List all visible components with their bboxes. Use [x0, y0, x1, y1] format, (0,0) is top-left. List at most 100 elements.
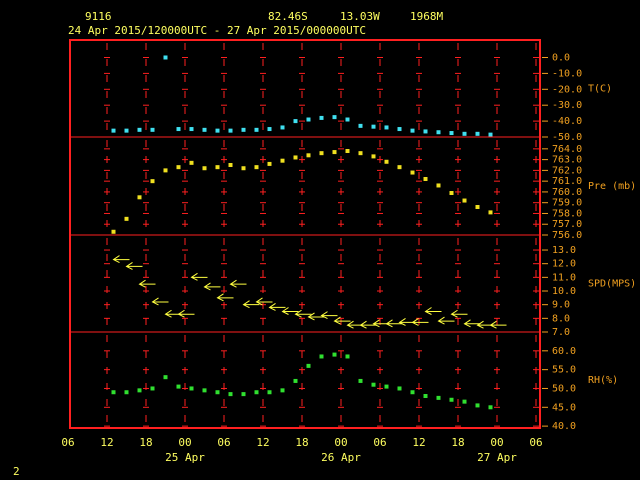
- wind-arrow: [190, 272, 208, 281]
- data-point: [345, 149, 350, 153]
- x-tick-label: 06: [373, 436, 386, 449]
- data-point: [267, 127, 272, 132]
- data-point: [124, 390, 129, 395]
- wind-arrow: [463, 319, 481, 328]
- data-point: [202, 166, 207, 171]
- data-point: [371, 382, 376, 387]
- x-tick-label: 12: [412, 436, 425, 449]
- data-point: [397, 127, 402, 132]
- data-point: [319, 354, 324, 359]
- data-point: [176, 127, 181, 132]
- x-tick-label: 06: [217, 436, 230, 449]
- data-point: [111, 390, 116, 395]
- y-tick-label: 40.0: [552, 421, 576, 432]
- wind-arrow: [424, 307, 442, 315]
- data-point: [215, 128, 220, 133]
- wind-arrow: [281, 307, 299, 315]
- wind-arrow: [242, 300, 260, 309]
- y-tick-label: 8.0: [552, 313, 570, 324]
- y-tick-label: 758.0: [552, 208, 582, 219]
- data-point: [410, 390, 415, 395]
- day-label: 26 Apr: [321, 451, 361, 464]
- data-point: [345, 117, 350, 122]
- data-point: [267, 161, 272, 166]
- data-point: [189, 386, 194, 391]
- y-tick-label: 760.0: [552, 187, 582, 198]
- data-point: [475, 205, 480, 209]
- wind-arrow: [320, 311, 338, 320]
- data-point: [423, 177, 428, 181]
- data-point: [488, 210, 493, 215]
- elevation: 1968M: [410, 10, 443, 23]
- period: 24 Apr 2015/120000UTC - 27 Apr 2015/0000…: [68, 24, 366, 37]
- y-tick-label: 761.0: [552, 176, 582, 187]
- data-point: [111, 229, 116, 234]
- wind-arrow: [216, 293, 234, 302]
- data-point: [150, 127, 155, 132]
- y-tick-label: 12.0: [552, 259, 576, 270]
- data-point: [345, 354, 350, 359]
- data-point: [176, 384, 181, 389]
- data-point: [423, 129, 428, 134]
- day-label: 27 Apr: [477, 451, 517, 464]
- data-point: [163, 375, 168, 380]
- data-point: [150, 179, 155, 184]
- wind-arrow: [333, 316, 351, 325]
- data-point: [163, 168, 168, 173]
- y-tick-label: -10.0: [552, 68, 582, 79]
- data-point: [111, 128, 116, 133]
- data-point: [215, 390, 220, 395]
- y-tick-label: -30.0: [552, 100, 582, 111]
- data-point: [254, 390, 259, 395]
- data-point: [189, 127, 194, 132]
- data-point: [436, 395, 441, 400]
- day-label: 25 Apr: [165, 451, 205, 464]
- data-point: [384, 125, 389, 130]
- data-point: [254, 165, 259, 170]
- data-point: [462, 198, 467, 203]
- data-point: [293, 119, 298, 124]
- data-point: [358, 378, 363, 383]
- y-tick-label: 7.0: [552, 327, 570, 338]
- wind-arrow: [294, 309, 312, 318]
- y-tick-label: 756.0: [552, 230, 582, 241]
- y-tick-label: 50.0: [552, 383, 576, 394]
- x-tick-label: 18: [451, 436, 464, 449]
- y-tick-label: 10.0: [552, 286, 576, 297]
- wind-arrow: [203, 282, 221, 291]
- wind-arrow: [437, 316, 455, 325]
- data-point: [332, 115, 337, 120]
- x-tick-label: 18: [139, 436, 152, 449]
- data-point: [124, 128, 129, 133]
- wind-arrow: [385, 319, 403, 328]
- data-point: [371, 154, 376, 159]
- data-point: [241, 166, 246, 171]
- x-tick-label: 00: [490, 436, 503, 449]
- wind-arrow: [450, 309, 468, 318]
- latitude: 82.46S: [268, 10, 308, 23]
- y-tick-label: 763.0: [552, 155, 582, 166]
- data-point: [306, 363, 311, 368]
- wind-arrow: [307, 312, 325, 321]
- data-point: [280, 388, 285, 393]
- data-point: [280, 125, 285, 130]
- data-point: [462, 131, 467, 136]
- data-point: [384, 384, 389, 389]
- data-point: [280, 158, 285, 163]
- y-tick-label: 0.0: [552, 52, 570, 63]
- data-point: [397, 165, 402, 170]
- data-point: [306, 153, 311, 158]
- data-point: [358, 123, 363, 128]
- y-axis-label: SPD(MPS): [588, 279, 636, 290]
- wind-arrow: [411, 318, 429, 326]
- data-point: [436, 130, 441, 135]
- data-point: [423, 394, 428, 398]
- wind-arrow: [177, 309, 195, 318]
- data-point: [254, 127, 259, 132]
- data-point: [176, 165, 181, 170]
- wind-arrow: [489, 320, 507, 329]
- data-point: [150, 386, 155, 391]
- data-point: [137, 195, 142, 200]
